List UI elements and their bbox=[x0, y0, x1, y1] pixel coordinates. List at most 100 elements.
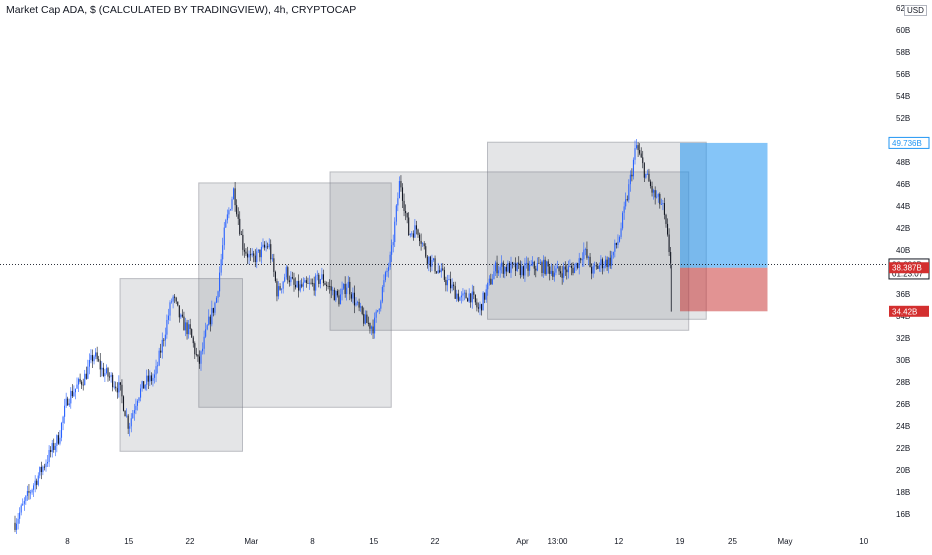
x-tick-label-14: 10 bbox=[859, 537, 868, 546]
candle-411 bbox=[649, 179, 652, 189]
candle-347 bbox=[550, 263, 552, 277]
stop-zone[interactable] bbox=[680, 267, 768, 312]
candle-14 bbox=[34, 475, 36, 493]
candle-256 bbox=[409, 233, 411, 238]
y-tick-label-14: 42B bbox=[896, 224, 910, 233]
candle-229 bbox=[367, 316, 369, 327]
candle-386 bbox=[611, 251, 613, 270]
candle-64 bbox=[112, 372, 114, 392]
candle-368 bbox=[583, 242, 585, 267]
y-tick-label-5: 24B bbox=[896, 422, 910, 431]
x-tick-label-5: 8 bbox=[310, 537, 315, 546]
candle-185 bbox=[299, 280, 301, 293]
candle-20 bbox=[43, 463, 45, 471]
candle-325 bbox=[516, 262, 518, 272]
candle-10 bbox=[28, 484, 30, 500]
candle-254 bbox=[406, 212, 408, 224]
candle-322 bbox=[512, 261, 514, 269]
long-position-tool[interactable] bbox=[680, 142, 768, 312]
candle-346 bbox=[549, 264, 551, 281]
candle-320 bbox=[508, 261, 510, 274]
currency-label[interactable]: USD bbox=[904, 5, 927, 16]
candle-384 bbox=[608, 256, 610, 274]
candle-153 bbox=[250, 248, 252, 262]
candle-37 bbox=[70, 387, 72, 409]
entry-price-tag: 38.387B bbox=[889, 262, 929, 274]
candle-28 bbox=[56, 434, 58, 453]
candle-38 bbox=[71, 384, 73, 398]
candle-25 bbox=[51, 440, 53, 458]
svg-text:49.736B: 49.736B bbox=[892, 139, 922, 148]
candle-206 bbox=[332, 286, 334, 296]
candle-252 bbox=[403, 193, 405, 217]
candle-127 bbox=[209, 314, 211, 332]
candle-362 bbox=[574, 263, 576, 274]
y-tick-label-22: 58B bbox=[896, 48, 910, 57]
candle-227 bbox=[364, 310, 366, 325]
candle-374 bbox=[592, 263, 594, 278]
target-zone[interactable] bbox=[680, 142, 768, 268]
candle-359 bbox=[569, 259, 571, 268]
candle-238 bbox=[381, 285, 383, 304]
candle-109 bbox=[181, 309, 183, 318]
candle-232 bbox=[372, 319, 374, 339]
x-tick-label-7: 22 bbox=[431, 537, 440, 546]
candle-308 bbox=[490, 273, 492, 285]
candle-318 bbox=[505, 263, 507, 277]
candle-121 bbox=[200, 350, 202, 371]
y-tick-label-4: 22B bbox=[896, 444, 910, 453]
candle-242 bbox=[388, 262, 390, 278]
candle-282 bbox=[450, 271, 452, 294]
y-tick-label-17: 48B bbox=[896, 158, 910, 167]
x-tick-label-13: May bbox=[777, 537, 792, 546]
candle-316 bbox=[502, 260, 504, 278]
candle-224 bbox=[360, 302, 362, 312]
candle-145 bbox=[237, 207, 239, 226]
range-box-1[interactable] bbox=[119, 278, 243, 452]
candle-266 bbox=[425, 243, 427, 259]
candle-67 bbox=[116, 382, 118, 399]
candle-204 bbox=[329, 279, 331, 294]
candle-326 bbox=[518, 256, 520, 269]
candle-82 bbox=[140, 384, 142, 402]
range-box-4[interactable] bbox=[487, 141, 707, 320]
candle-194 bbox=[313, 276, 315, 296]
candle-46 bbox=[84, 369, 86, 386]
candle-173 bbox=[281, 288, 283, 294]
candle-16 bbox=[37, 472, 39, 487]
candle-54 bbox=[96, 346, 98, 362]
candle-417 bbox=[659, 192, 661, 209]
candle-112 bbox=[186, 319, 188, 340]
candle-353 bbox=[560, 265, 562, 278]
candle-72 bbox=[124, 410, 126, 417]
candles bbox=[14, 139, 672, 535]
candle-231 bbox=[370, 325, 373, 336]
candle-24 bbox=[50, 446, 52, 458]
candle-157 bbox=[256, 247, 258, 269]
candle-137 bbox=[225, 218, 227, 229]
range-box-2[interactable] bbox=[198, 182, 392, 408]
candle-62 bbox=[109, 372, 111, 381]
candle-379 bbox=[600, 255, 602, 273]
candle-421 bbox=[665, 213, 667, 228]
candle-414 bbox=[654, 186, 656, 205]
candle-403 bbox=[637, 142, 639, 158]
candle-226 bbox=[363, 307, 365, 327]
candle-401 bbox=[634, 140, 636, 165]
candle-114 bbox=[189, 318, 191, 335]
target-price-tag: 49.736B bbox=[888, 136, 930, 149]
candle-26 bbox=[53, 438, 55, 453]
candle-165 bbox=[268, 238, 270, 250]
candle-73 bbox=[126, 408, 128, 418]
candle-133 bbox=[219, 266, 221, 297]
time-axis[interactable]: 8 15 22 Mar 8 15 22 Apr 13:00 12 19 25 May 10 bbox=[65, 537, 868, 546]
candle-330 bbox=[524, 257, 526, 282]
candle-217 bbox=[349, 277, 351, 301]
candle-343 bbox=[544, 256, 546, 276]
candle-53 bbox=[95, 348, 97, 360]
candle-352 bbox=[558, 266, 560, 275]
candle-407 bbox=[643, 162, 645, 182]
candle-280 bbox=[446, 274, 448, 292]
